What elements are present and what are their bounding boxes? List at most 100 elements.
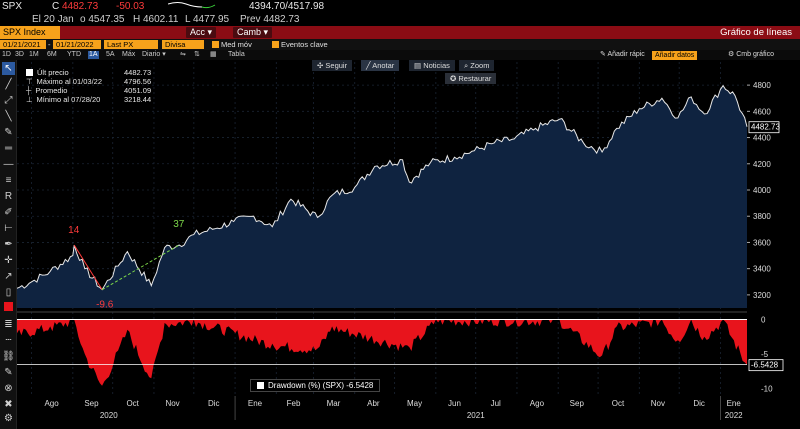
command-bar: SPX Index Acc ▾ Camb ▾ Gráfico de líneas xyxy=(0,26,800,39)
period-max[interactable]: Máx xyxy=(122,51,136,58)
fibonacci-icon[interactable]: ≡ xyxy=(5,175,12,186)
line-weight-icon[interactable]: ≣ xyxy=(4,319,13,330)
x-axis-month-label: Ago xyxy=(530,399,545,408)
legend-high: ⊤ Máximo al 01/03/22 4796.56 xyxy=(26,77,151,86)
line-icon[interactable]: ╲ xyxy=(5,111,12,122)
channel-icon[interactable]: ═ xyxy=(4,143,13,154)
annotation-layer: 14 -9.6 37 xyxy=(68,219,185,311)
lock-icon[interactable]: ⊗ xyxy=(4,383,13,394)
annotate-button[interactable]: ╱ Anotar xyxy=(361,60,400,71)
period-1m[interactable]: 1M xyxy=(29,51,39,58)
period-1d[interactable]: 1D xyxy=(2,51,11,58)
x-axis-month-label: Oct xyxy=(612,399,625,408)
text-icon[interactable]: R xyxy=(4,191,13,202)
currency-select[interactable]: Divisa local xyxy=(162,40,204,58)
restore-label: Restaurar xyxy=(458,74,492,83)
trendline-icon[interactable]: ╱ xyxy=(5,79,12,90)
line-style-icon[interactable]: ┄ xyxy=(5,335,12,346)
high-price: H 4602.11 xyxy=(133,14,179,25)
ray-icon[interactable]: ⤢ xyxy=(4,95,13,106)
percent-icon[interactable]: ⇅ xyxy=(194,51,200,58)
restore-button[interactable]: ✪ Restaurar xyxy=(445,73,497,84)
follow-button[interactable]: ✣ Seguir xyxy=(312,60,353,71)
moving-avg-toggle[interactable]: Med móv xyxy=(212,40,252,49)
brush-icon[interactable]: ✐ xyxy=(4,207,13,218)
field-select[interactable]: Last PX xyxy=(104,40,158,49)
checkbox-icon xyxy=(272,41,279,48)
chart-area[interactable]: 14 -9.6 37 4800 4600 4400 4200 4000 3800 3600 340… xyxy=(17,60,800,429)
compare-icon[interactable]: ⇋ xyxy=(180,51,186,58)
actions-menu[interactable]: Acc ▾ xyxy=(186,27,217,38)
x-axis-year-label: 2022 xyxy=(725,411,743,420)
period-3d[interactable]: 3D xyxy=(15,51,24,58)
news-button[interactable]: ▤ Noticias xyxy=(409,60,455,71)
x-axis-year-label: 2021 xyxy=(467,411,485,420)
period-1a[interactable]: 1A xyxy=(88,51,99,59)
bid-ask: 4394.70/4517.98 xyxy=(249,1,325,12)
checkbox-icon xyxy=(212,41,219,48)
legend-label: Máximo al 01/03/22 xyxy=(36,77,102,86)
link-icon[interactable]: ⛓ xyxy=(2,351,15,362)
ruler-icon[interactable]: ⊢ xyxy=(4,223,13,234)
edit-icon[interactable]: ✎ xyxy=(4,367,13,378)
exchange-date: El 20 Jan xyxy=(32,14,74,25)
price-line xyxy=(17,84,748,291)
news-label: Noticias xyxy=(423,61,450,70)
zoom-icon: ⌕ xyxy=(464,61,469,70)
start-date-input[interactable]: 01/21/2021 xyxy=(0,40,46,49)
end-date-input[interactable]: 01/21/2022 xyxy=(53,40,101,49)
chart-settings-button[interactable]: ⚙ Cmb gráfico xyxy=(728,50,774,60)
recovery-annotation-label: 37 xyxy=(173,219,185,230)
horizontal-line-icon[interactable]: — xyxy=(3,159,14,170)
add-quick-button[interactable]: ✎ Añadir rápic xyxy=(600,51,645,58)
period-5a[interactable]: 5A xyxy=(106,51,115,58)
prev-close: Prev 4482.73 xyxy=(240,14,300,25)
x-axis-month-label: May xyxy=(407,399,422,408)
color-picker-icon[interactable] xyxy=(2,302,15,315)
x-axis-month-label: Sep xyxy=(570,399,585,408)
table-button[interactable]: Tabla xyxy=(228,51,245,58)
settings-icon[interactable]: ⚙ xyxy=(4,413,13,424)
change-menu-label: Camb xyxy=(237,27,262,37)
price-legend: Últ precio 4482.73 ⊤ Máximo al 01/03/22 479… xyxy=(26,68,151,104)
cursor-icon[interactable]: ↖ xyxy=(2,62,15,75)
add-data-input[interactable]: Añadir datos xyxy=(652,51,698,60)
last-price-tag-box xyxy=(748,121,780,134)
x-axis-month-label: Dic xyxy=(208,399,220,408)
security-field[interactable]: SPX Index xyxy=(0,26,60,39)
axis-layer: 4800 4600 4400 4200 4000 3800 3600 3400 3200 4482… xyxy=(44,81,784,420)
legend-label: Mínimo al 07/28/20 xyxy=(36,95,101,104)
price-chart-svg: 14 -9.6 37 4800 4600 4400 4200 4000 3800 3600 340… xyxy=(17,60,800,429)
legend-last-price: Últ precio 4482.73 xyxy=(26,68,151,77)
legend-average: ┼ Promedio 4051.09 xyxy=(26,86,151,95)
frequency-select[interactable]: Diario ▾ xyxy=(142,51,166,58)
drawdown-axis-label: -5 xyxy=(761,350,769,359)
x-axis-month-label: Jun xyxy=(448,399,461,408)
zoom-label: Zoom xyxy=(470,61,490,70)
net-change: -50.03 xyxy=(116,1,145,12)
chart-type-title: Gráfico de líneas xyxy=(720,27,792,38)
peak-annotation-label: 14 xyxy=(68,225,80,236)
x-axis-month-label: Ene xyxy=(727,399,742,408)
eraser-icon[interactable]: ▯ xyxy=(5,287,12,298)
price-layer xyxy=(17,84,748,308)
period-6m[interactable]: 6M xyxy=(47,51,57,58)
actions-menu-label: Acc xyxy=(190,27,206,37)
pencil-icon[interactable]: ✎ xyxy=(4,127,13,138)
info-bar: El 20 Jan o 4547.35 H 4602.11 L 4477.95 … xyxy=(0,13,800,26)
pen-icon[interactable]: ✒ xyxy=(4,239,13,250)
price-axis-label: 3400 xyxy=(753,265,771,274)
price-area-fill xyxy=(17,85,747,308)
key-events-toggle[interactable]: Eventos clave xyxy=(272,40,328,49)
change-menu[interactable]: Camb ▾ xyxy=(233,27,273,38)
table-icon[interactable]: ▦ xyxy=(210,51,217,58)
zoom-button[interactable]: ⌕ Zoom xyxy=(459,60,495,71)
crosshair-icon[interactable]: ✛ xyxy=(4,255,13,266)
period-ytd[interactable]: YTD xyxy=(67,51,81,58)
x-axis-month-label: Ene xyxy=(248,399,263,408)
arrow-icon[interactable]: ↗ xyxy=(4,271,13,282)
delete-icon[interactable]: ✖ xyxy=(4,399,13,410)
x-axis-month-label: Jul xyxy=(491,399,501,408)
drawdown-axis-label: 0 xyxy=(761,315,766,324)
moving-avg-label: Med móv xyxy=(221,40,252,49)
